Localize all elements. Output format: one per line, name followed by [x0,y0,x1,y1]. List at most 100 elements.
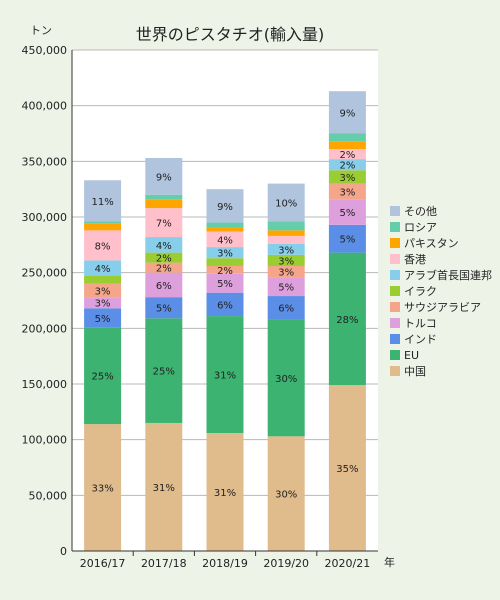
legend-item: サウジアラビア [404,301,481,314]
bar-segment [145,422,183,551]
bar-segment [267,277,305,297]
legend-swatch [390,318,400,328]
legend-item: 中国 [404,365,426,378]
y-tick-label: 450,000 [22,44,68,57]
data-label: 5% [339,208,355,219]
legend-item: トルコ [404,317,437,330]
legend-swatch [390,302,400,312]
bar-segment [206,258,244,266]
data-label: 30% [275,374,297,385]
bar-segment [267,221,305,231]
bar-segment [145,252,183,263]
data-label: 3% [339,173,355,184]
bar-segment [328,159,366,171]
legend-swatch [390,334,400,344]
data-label: 3% [278,256,294,267]
data-label: 5% [278,283,294,294]
y-tick-label: 200,000 [22,322,68,335]
y-tick-label: 50,000 [29,489,68,502]
bar-segment [267,235,305,244]
data-label: 4% [95,264,111,275]
bar-segment [328,133,366,142]
data-label: 9% [156,172,172,183]
chart-title: 世界のピスタチオ(輸入量) [136,25,325,44]
y-tick-label: 350,000 [22,155,68,168]
data-label: 35% [336,464,358,475]
data-label: 3% [95,299,111,310]
bar-segment [84,327,122,425]
legend-item: EU [404,349,419,362]
data-label: 2% [339,150,355,161]
bar-segment [328,141,366,150]
legend-swatch [390,238,400,248]
data-label: 6% [156,281,172,292]
legend-item: インド [404,333,437,346]
legend-swatch [390,270,400,280]
y-tick-label: 400,000 [22,100,68,113]
bar-segment [328,252,366,386]
bar-segment [206,227,244,232]
data-label: 2% [156,264,172,275]
bar-segment [84,297,122,309]
data-label: 25% [91,372,113,383]
bar-segment [328,149,366,160]
plot-area: 0 50,000 100,000 150,000 200,000 250,000 300,0… [22,44,378,570]
data-label: 6% [217,300,233,311]
bar-segment [267,254,305,266]
legend-swatch [390,350,400,360]
legend-item: アラブ首長国連邦 [404,268,492,282]
data-label: 7% [156,219,172,230]
y-tick-label: 250,000 [22,267,68,280]
bar-segment [206,432,244,551]
bar-segment [267,183,305,222]
data-label: 28% [336,315,358,326]
bar-segment [84,260,122,277]
bar-segment [206,231,244,248]
data-label: 3% [278,245,294,256]
x-tick-label: 2020/21 [325,557,371,570]
legend-swatch [390,222,400,232]
y-axis-label: トン [30,24,52,37]
data-label: 4% [217,235,233,246]
data-label: 25% [153,367,175,378]
legend-swatch [390,254,400,264]
bar-segment [328,170,366,184]
legend-item: パキスタン [404,237,459,250]
bar-segment [84,230,122,261]
data-label: 3% [278,268,294,279]
x-tick-label: 2017/18 [141,557,187,570]
legend-item: ロシア [404,221,437,234]
bar-segment [206,189,244,223]
data-label: 30% [275,490,297,501]
legend-swatch [390,206,400,216]
bar-segment [267,230,305,236]
data-label: 5% [156,304,172,315]
bar-segment [145,237,183,253]
legend-swatch [390,366,400,376]
data-label: 31% [153,483,175,494]
bar-segment [206,265,244,274]
bar-segment [206,247,244,259]
legend-item: イラク [404,285,437,298]
bar-segment [206,222,244,228]
bar-segment [206,292,244,317]
legend-item: その他 [404,205,437,218]
x-tick-label: 2018/19 [202,557,248,570]
legend-swatch [390,286,400,296]
data-label: 9% [217,202,233,213]
data-label: 2% [339,161,355,172]
data-label: 3% [95,286,111,297]
y-tick-label: 150,000 [22,378,68,391]
data-label: 5% [95,314,111,325]
y-tick-label: 0 [60,545,67,558]
data-label: 3% [217,249,233,260]
bar-segment [145,262,183,273]
bar-segment [328,183,366,200]
data-label: 2% [217,266,233,277]
bar-segment [84,221,122,224]
bar-segment [206,273,244,293]
data-label: 4% [156,241,172,252]
bar-segment [84,308,122,328]
bar-segment [267,296,305,320]
data-label: 31% [214,488,236,499]
